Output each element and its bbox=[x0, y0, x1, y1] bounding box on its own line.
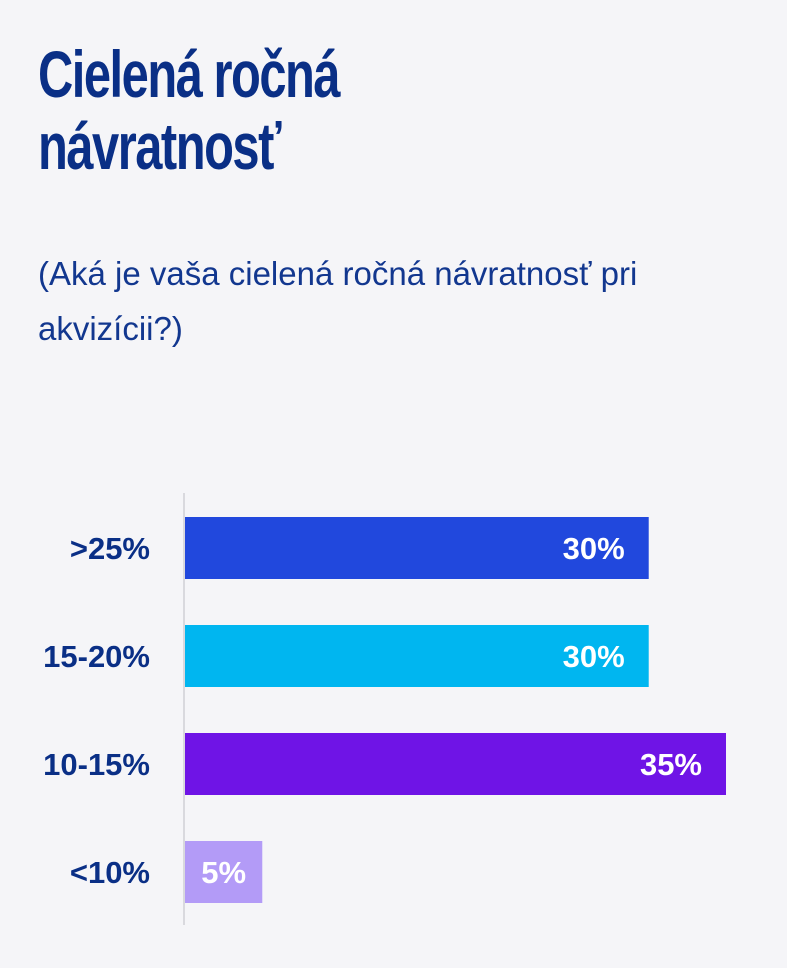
category-label: >25% bbox=[70, 531, 150, 566]
bar bbox=[185, 841, 263, 903]
data-label: 5% bbox=[201, 855, 246, 890]
bar bbox=[185, 517, 649, 579]
chart-subtitle: (Aká je vaša cielená ročná návratnosť pr… bbox=[38, 255, 638, 347]
category-label: <10% bbox=[70, 855, 150, 890]
bar bbox=[185, 625, 649, 687]
chart-title: Cielená ročná návratnosť bbox=[38, 37, 341, 183]
bar bbox=[185, 733, 726, 795]
data-label: 35% bbox=[640, 747, 702, 782]
data-label: 30% bbox=[563, 531, 625, 566]
category-label: 15-20% bbox=[43, 639, 150, 674]
category-label: 10-15% bbox=[43, 747, 150, 782]
data-label: 30% bbox=[563, 639, 625, 674]
